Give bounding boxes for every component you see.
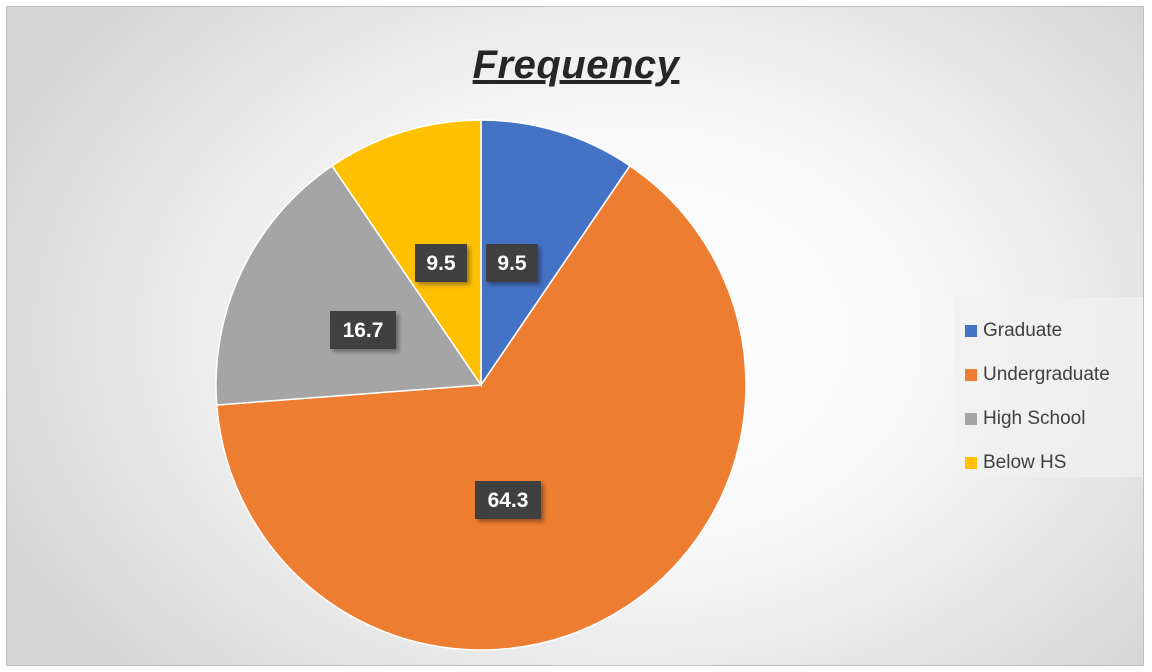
- data-label-text: 9.5: [497, 252, 527, 275]
- pie-chart: 9.5 64.3 16.7 9.5: [215, 119, 747, 651]
- data-label-text: 16.7: [343, 319, 384, 342]
- legend-swatch: [965, 457, 977, 469]
- data-label-high-school: 16.7: [330, 311, 396, 349]
- legend-item-high-school: High School: [955, 397, 1143, 441]
- legend-item-below-hs: Below HS: [955, 441, 1143, 485]
- pie-slice-graduate: [480, 119, 631, 388]
- legend-label: Graduate: [983, 320, 1063, 341]
- data-label-box: [486, 244, 538, 282]
- pie-slice-below-hs: [331, 119, 482, 388]
- legend-swatch: [965, 413, 977, 425]
- data-label-text: 64.3: [488, 489, 529, 512]
- data-label-box: [415, 244, 467, 282]
- chart-title: Frequency: [472, 43, 680, 87]
- pie-slice-high-school: [215, 164, 483, 406]
- data-label-below-hs: 9.5: [415, 244, 467, 282]
- legend-label: Undergraduate: [983, 364, 1110, 385]
- data-label-box: [330, 311, 396, 349]
- data-label-text: 9.5: [426, 252, 456, 275]
- legend-swatch: [965, 325, 977, 337]
- chart-area: Frequency 9.5 64.3 16.7 9.5 Graduate Undergr…: [6, 6, 1144, 666]
- pie-slice-undergraduate: [215, 164, 747, 651]
- legend-label: High School: [983, 408, 1086, 429]
- legend: Graduate Undergraduate High School Below HS: [955, 297, 1143, 477]
- data-label-box: [475, 481, 541, 519]
- data-label-graduate: 9.5: [486, 244, 538, 282]
- legend-item-undergraduate: Undergraduate: [955, 353, 1143, 397]
- data-label-undergraduate: 64.3: [475, 481, 541, 519]
- legend-item-graduate: Graduate: [955, 309, 1143, 353]
- legend-label: Below HS: [983, 452, 1067, 473]
- legend-swatch: [965, 369, 977, 381]
